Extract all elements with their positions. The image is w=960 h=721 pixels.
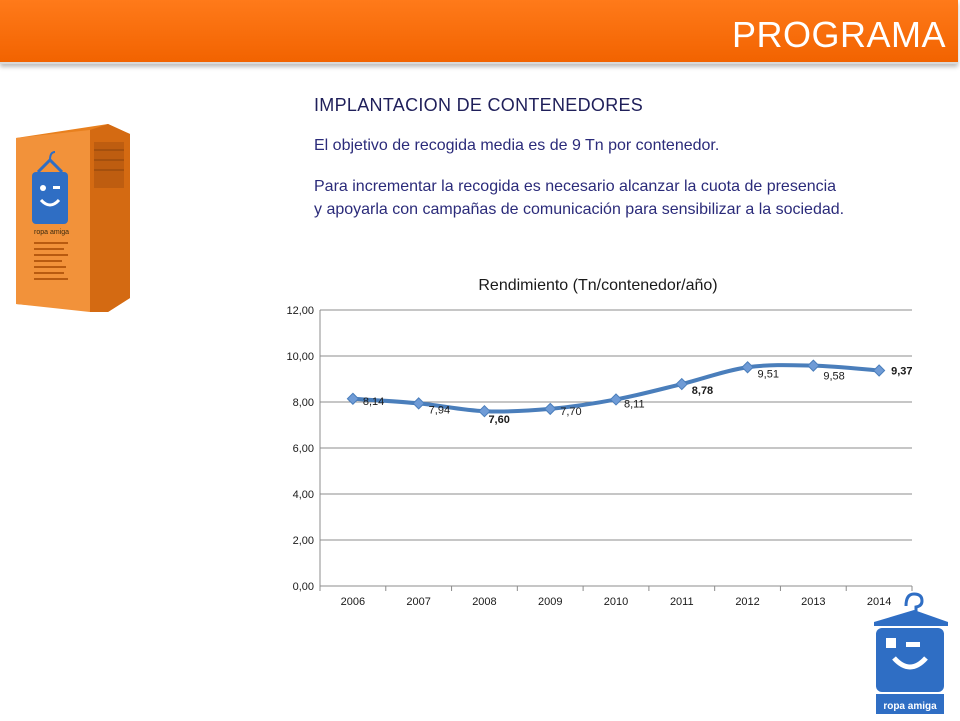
x-tick-label: 2011	[670, 596, 694, 608]
data-label: 7,60	[488, 414, 509, 426]
y-tick-label: 4,00	[293, 489, 314, 501]
y-tick-label: 12,00	[286, 305, 314, 317]
clothing-container-image: ropa amiga	[8, 120, 138, 325]
data-label: 8,78	[692, 385, 713, 397]
y-tick-label: 8,00	[293, 397, 314, 409]
section-heading: IMPLANTACION DE CONTENEDORES	[314, 95, 644, 115]
ropa-amiga-logo: ropa amiga	[866, 588, 956, 721]
data-label: 7,94	[429, 404, 450, 416]
data-label: 8,11	[624, 398, 645, 410]
logo-text: ropa amiga	[883, 701, 937, 712]
x-tick-label: 2009	[538, 596, 562, 608]
data-label: 8,14	[363, 396, 384, 408]
header-banner: PROGRAMA	[0, 0, 958, 64]
container-brand-text: ropa amiga	[34, 229, 69, 236]
data-label: 9,37	[891, 365, 912, 377]
y-tick-label: 0,00	[293, 581, 314, 593]
data-point-marker	[675, 377, 688, 391]
chart-title: Rendimiento (Tn/contenedor/año)	[478, 277, 717, 294]
data-point-marker	[478, 404, 491, 418]
description-line-1: Para incrementar la recogida es necesari…	[314, 178, 837, 195]
performance-chart: Rendimiento (Tn/contenedor/año) 0,00 2,00…	[260, 262, 930, 617]
y-tick-label: 2,00	[293, 535, 314, 547]
chart-gridlines	[320, 309, 912, 587]
x-tick-label: 2010	[604, 596, 628, 608]
x-tick-label: 2014	[867, 596, 891, 608]
data-point-marker	[544, 402, 557, 416]
description-line-2: y apoyarla con campañas de comunicación …	[314, 201, 845, 218]
x-tick-label: 2013	[801, 596, 825, 608]
page-title: PROGRAMA	[731, 14, 946, 55]
data-label: 7,70	[560, 406, 581, 418]
data-label: 9,58	[823, 371, 844, 383]
objective-text: El objetivo de recogida media es de 9 Tn…	[314, 137, 720, 154]
x-tick-label: 2007	[406, 596, 430, 608]
chart-data-labels: 8,14 7,94 7,60 7,70 8,11 8,78 9,51 9,58 9,37	[363, 365, 913, 426]
data-label: 9,51	[758, 368, 779, 380]
x-tick-label: 2006	[341, 596, 365, 608]
data-point-marker	[872, 364, 886, 377]
y-tick-label: 10,00	[286, 351, 314, 363]
y-tick-label: 6,00	[293, 443, 314, 455]
data-point-marker	[609, 393, 623, 406]
data-point-marker	[741, 361, 754, 374]
chart-series	[346, 359, 886, 418]
x-tick-label: 2012	[735, 596, 759, 608]
data-point-marker	[412, 397, 425, 410]
data-point-marker	[346, 392, 360, 405]
chart-axes: 0,00 2,00 4,00 6,00 8,00 10,00 12,00 2006 2007 20…	[286, 305, 913, 608]
x-tick-label: 2008	[472, 596, 496, 608]
chart-svg: Rendimiento (Tn/contenedor/año) 0,00 2,00…	[286, 277, 913, 608]
data-point-marker	[807, 359, 820, 372]
description-text: Para incrementar la recogida es necesari…	[314, 175, 954, 221]
